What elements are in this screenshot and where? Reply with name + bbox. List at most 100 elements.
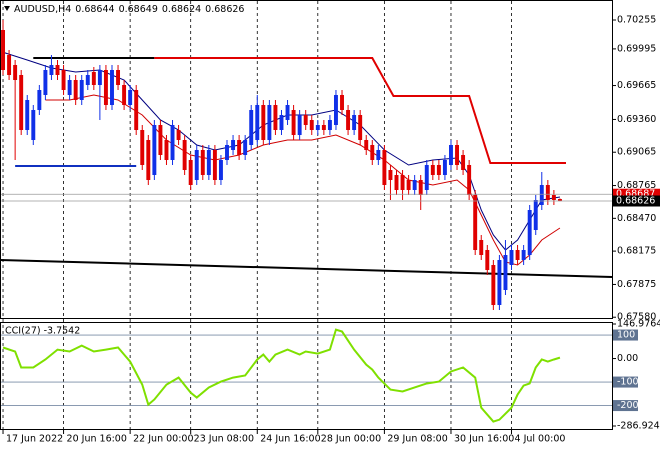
candle-body [303, 115, 308, 125]
candle-body [237, 140, 242, 155]
candle-body [436, 165, 441, 175]
candle-body [364, 140, 369, 150]
candle-body [103, 70, 108, 105]
candle-body [164, 140, 169, 160]
candle-body [182, 140, 187, 170]
y-tick-label: 100 [617, 330, 635, 341]
y-tick-label: 146.9764 [617, 319, 660, 330]
x-tick-label: 17 Jun 2022 [6, 434, 63, 445]
y-tick-label: 0.68470 [617, 213, 656, 224]
level-label-box [613, 376, 638, 388]
menu-arrow [4, 6, 10, 11]
high: 0.68649 [119, 4, 158, 15]
candle-body [515, 250, 520, 260]
candle-body [200, 150, 205, 175]
symbol: AUDUSD,H4 [14, 4, 71, 15]
indicator-line [0, 259, 613, 278]
candle-body [158, 125, 163, 155]
candle-body [152, 125, 157, 175]
candle-body [358, 115, 363, 140]
candle-body [406, 180, 411, 190]
candle-body [128, 90, 133, 105]
candle-body [370, 145, 375, 160]
candle-body [188, 160, 193, 185]
x-tick-label: 28 Jun 00:00 [321, 434, 381, 445]
candle-body [73, 80, 78, 100]
price-label: 0.68687 [616, 189, 655, 200]
y-tick-label: -200 [617, 400, 639, 411]
candle-body [31, 110, 36, 140]
candle-body [285, 105, 290, 120]
candle-body [43, 70, 48, 95]
candle-body [146, 140, 151, 180]
candle-body [176, 130, 181, 140]
candle-body [255, 105, 260, 140]
y-tick-label: 0.68175 [617, 246, 656, 257]
main-panel [0, 0, 613, 319]
candle-body [194, 150, 199, 180]
candle-body [412, 180, 417, 190]
candle-body [418, 180, 423, 195]
candle-body [376, 150, 381, 160]
candle-body [388, 170, 393, 180]
cci-title: CCI(27) -3.7542 [5, 326, 80, 337]
low: 0.68624 [162, 4, 201, 15]
candle-body [170, 125, 175, 160]
candle-body [25, 100, 30, 130]
candle-body [79, 80, 84, 100]
candle-body [91, 72, 96, 85]
candle-body [340, 95, 344, 110]
indicator-line [45, 94, 561, 266]
price-label-box [613, 188, 660, 200]
y-tick-label: 0.67875 [617, 279, 656, 290]
y-tick-label: 0.67580 [617, 312, 656, 323]
level-label-box [613, 400, 638, 412]
open: 0.68644 [75, 4, 114, 15]
candle-body [539, 185, 544, 205]
x-tick-label: 22 Jun 00:00 [133, 434, 193, 445]
candle-body [551, 195, 556, 200]
candle-body [442, 160, 447, 175]
candle-body [297, 115, 302, 135]
y-tick-label: 0.69065 [617, 147, 656, 158]
candle-body [206, 150, 211, 175]
close: 0.68626 [205, 4, 244, 15]
candle-body [1, 30, 5, 70]
y-tick-label: 0.69360 [617, 114, 656, 125]
x-tick-label: 23 Jun 08:00 [194, 434, 254, 445]
y-tick-label: -100 [617, 377, 639, 388]
candle-body [533, 200, 538, 230]
candle-body [455, 145, 459, 165]
candle-body [315, 125, 320, 130]
candle-body [479, 240, 484, 255]
y-tick-label: 0.00 [617, 353, 638, 364]
x-tick-label: 29 Jun 08:00 [387, 434, 447, 445]
candle-body [346, 110, 351, 130]
candle-body [352, 115, 357, 130]
candle-body [321, 125, 326, 130]
candle-body [249, 110, 254, 145]
candle-body [333, 95, 338, 125]
candle-body [491, 265, 496, 305]
y-tick-label: 0.68765 [617, 180, 656, 191]
x-tick-label: 30 Jun 16:00 [454, 434, 514, 445]
candle-body [243, 140, 248, 155]
y-tick-label: -286.9243 [617, 421, 660, 432]
candle-body [212, 150, 217, 180]
candle-body [140, 130, 145, 165]
candle-body [231, 140, 236, 150]
candle-body [61, 70, 66, 90]
candle-body [261, 105, 266, 140]
candle-body [497, 260, 502, 305]
x-tick-label: 20 Jun 16:00 [67, 434, 127, 445]
indicator-line [154, 57, 566, 164]
candle-body [291, 110, 296, 135]
candle-body [485, 250, 490, 270]
candle-body [424, 165, 429, 190]
candle-body [134, 90, 139, 130]
candle-body [218, 160, 223, 180]
candle-body [85, 75, 90, 85]
y-tick-label: 0.69665 [617, 80, 656, 91]
